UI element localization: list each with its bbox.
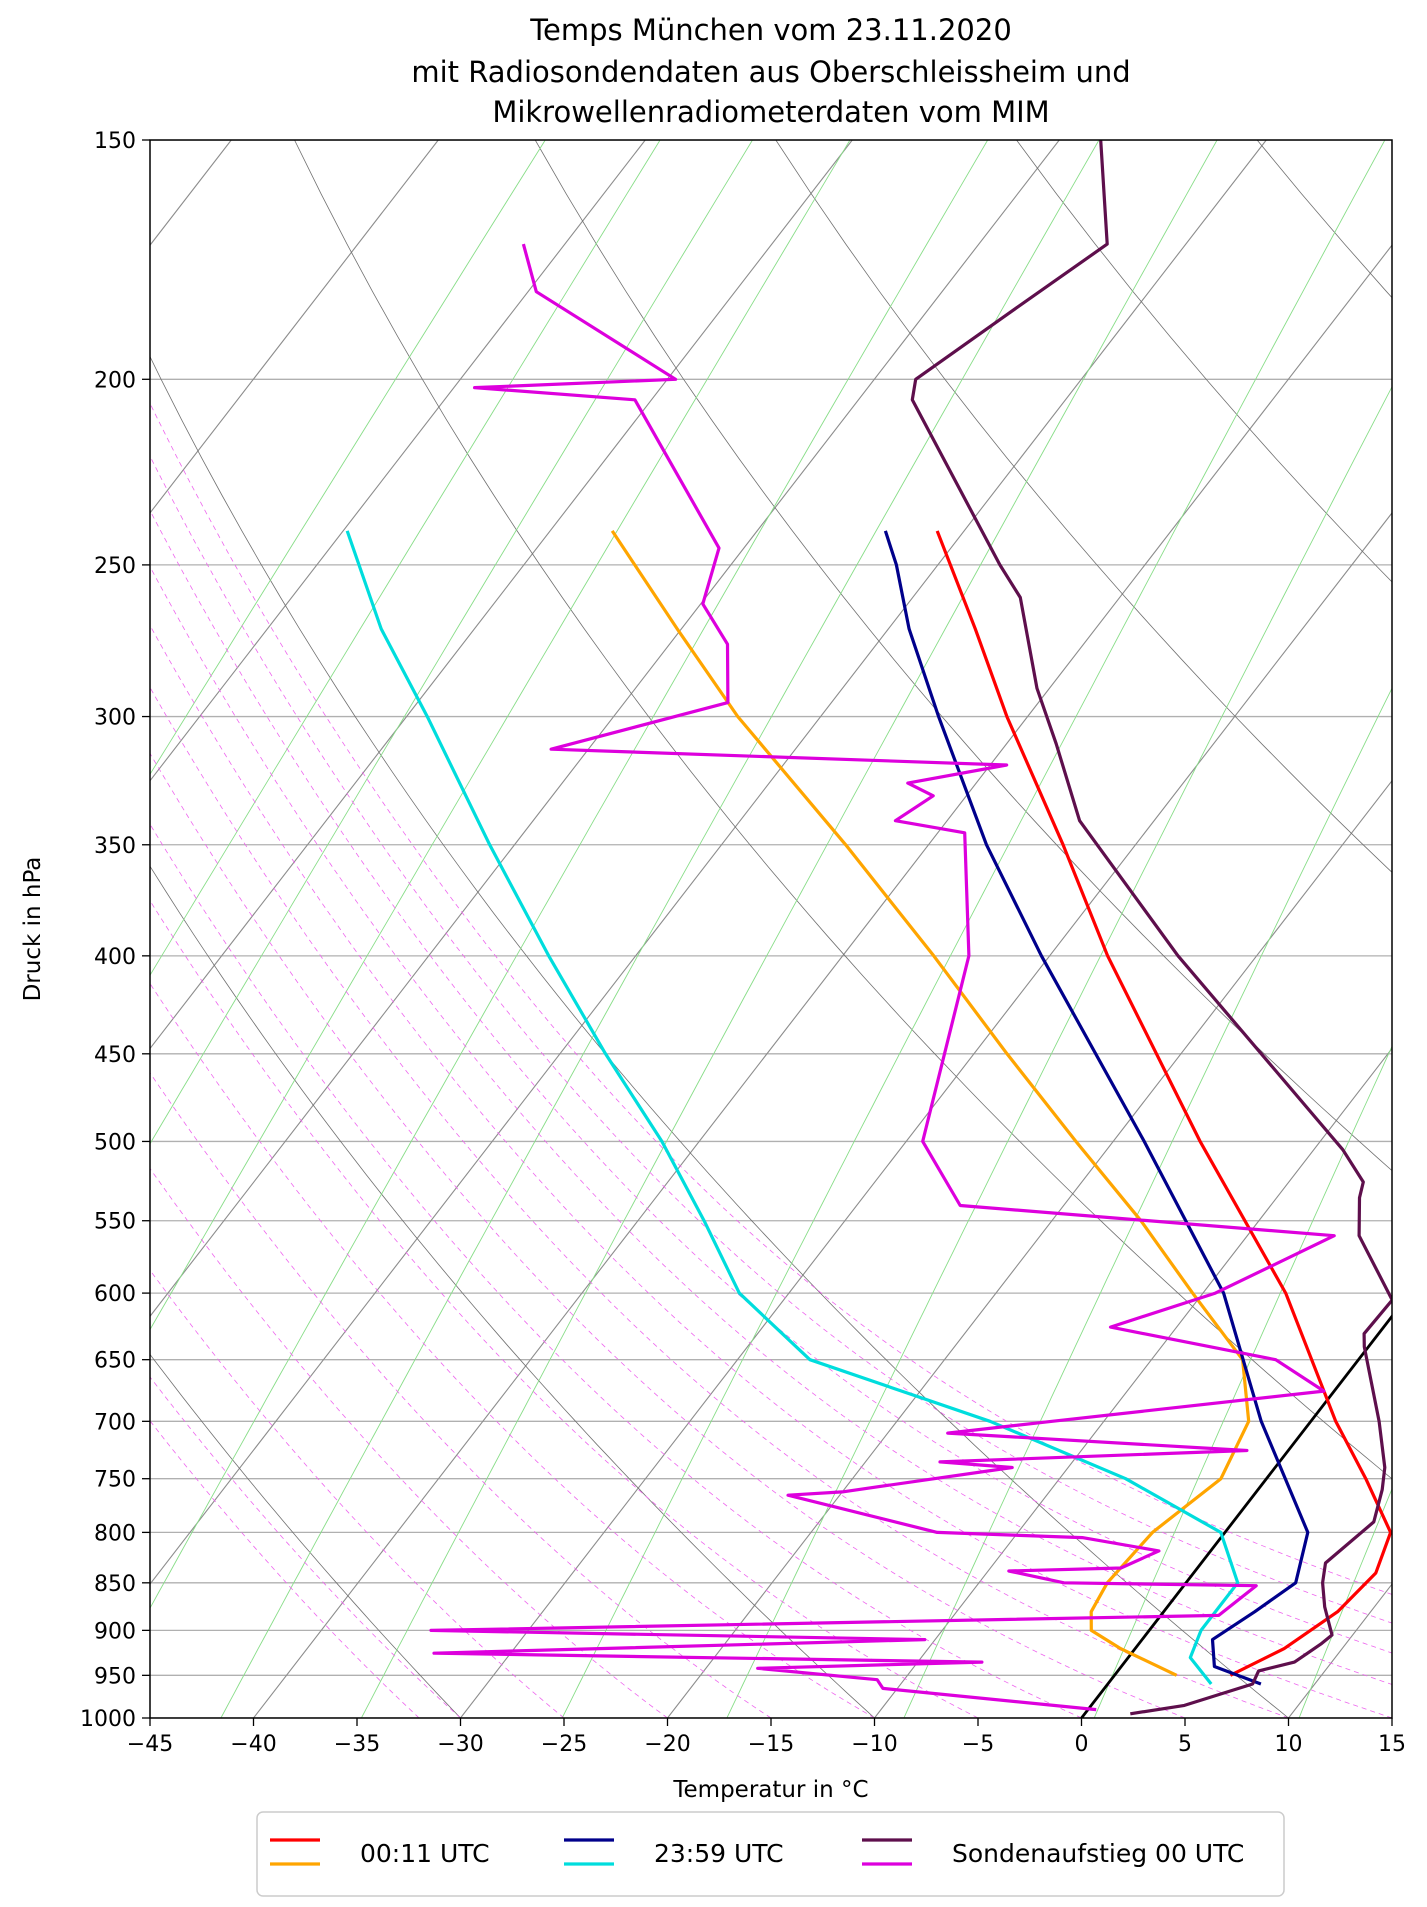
x-tick-label: −20 <box>644 1732 690 1757</box>
y-tick-label: 300 <box>94 706 136 731</box>
legend-entry-label: 23:59 UTC <box>654 1839 784 1868</box>
moist-adiabat-line <box>150 823 1082 1718</box>
y-tick-label: 650 <box>94 1349 136 1374</box>
y-tick-label: 900 <box>94 1619 136 1644</box>
y-tick-label: 450 <box>94 1043 136 1068</box>
dry-adiabat-line <box>150 865 875 1718</box>
data-series <box>345 140 1392 1716</box>
mixing-ratio-line <box>361 140 1218 1718</box>
y-tick-label: 1000 <box>80 1707 136 1732</box>
title-line-3: Mikrowellenradiometerdaten vom MIM <box>492 95 1049 129</box>
x-tick-label: −5 <box>962 1732 994 1757</box>
y-tick-label: 250 <box>94 554 136 579</box>
x-tick-label: −10 <box>851 1732 897 1757</box>
y-tick-label: 950 <box>94 1664 136 1689</box>
legend-entry-label: Sondenaufstieg 00 UTC <box>952 1839 1244 1868</box>
y-axis-ticks: 1000 950 900 850 800 750 700 650 600 550 500 450 400… <box>80 129 150 1732</box>
series-line-temperature <box>883 530 1310 1686</box>
y-tick-label: 550 <box>94 1210 136 1235</box>
isotherm-line <box>1288 1583 1392 1718</box>
legend-entry-label: 00:11 UTC <box>360 1839 490 1868</box>
moist-adiabat-line <box>150 455 1392 1624</box>
series-line-temperature <box>935 530 1392 1677</box>
x-axis-ticks: −45 −40 −35 −30 −25 −20 −15 −10 −5 0 5 10 15 <box>127 1718 1406 1757</box>
moist-adiabat-line <box>150 509 1392 1654</box>
moist-adiabat-line <box>150 402 1392 1595</box>
series-line-dewpoint <box>610 530 1251 1677</box>
x-axis-label: Temperatur in °C <box>672 1777 868 1803</box>
x-tick-label: −25 <box>541 1732 587 1757</box>
isotherm-line <box>150 140 646 782</box>
isotherm-line <box>460 512 1392 1718</box>
zero-degree-isotherm <box>1080 1314 1392 1718</box>
legend-frame <box>256 1811 1285 1897</box>
dry-adiabat-line <box>534 140 1392 1172</box>
series-line-dewpoint <box>429 243 1336 1712</box>
mixing-ratio-line <box>220 140 1100 1718</box>
y-axis-label: Druck in hPa <box>20 857 46 1002</box>
isotherm-line <box>150 140 1267 1586</box>
moist-adiabat-line <box>150 752 1186 1718</box>
isotherm-line <box>874 1047 1392 1718</box>
series-line-dewpoint <box>345 530 1240 1685</box>
y-tick-label: 700 <box>94 1410 136 1435</box>
x-tick-label: 0 <box>1075 1732 1089 1757</box>
moist-adiabat-line <box>150 686 1289 1718</box>
title-line-1: Temps München vom 23.11.2020 <box>529 13 1012 47</box>
mixing-ratio-line <box>1093 1045 1392 1718</box>
isotherm-line <box>150 140 439 514</box>
y-tick-label: 400 <box>94 945 136 970</box>
mixing-ratio-line <box>903 687 1392 1718</box>
x-tick-label: 5 <box>1178 1732 1192 1757</box>
isotherm-line <box>150 140 853 1050</box>
moist-adiabat-line <box>150 624 1392 1718</box>
plot-frame <box>149 139 1393 1719</box>
mixing-ratio-line <box>561 140 1386 1718</box>
y-tick-label: 350 <box>94 834 136 859</box>
y-tick-label: 200 <box>94 368 136 393</box>
x-tick-label: −40 <box>230 1732 276 1757</box>
x-tick-label: 10 <box>1275 1732 1303 1757</box>
background-lines <box>150 140 1392 1718</box>
x-tick-label: −35 <box>334 1732 380 1757</box>
legend-entries: 00:11 UTC 23:59 UTC Sondenaufstieg 00 UTC <box>270 1838 1244 1868</box>
y-tick-label: 800 <box>94 1521 136 1546</box>
moist-adiabat-line <box>150 565 1392 1685</box>
dry-adiabat-line <box>775 140 1392 873</box>
moist-adiabat-line <box>150 1269 565 1718</box>
mixing-ratio-line <box>150 140 753 1145</box>
y-tick-label: 150 <box>94 129 136 154</box>
y-tick-label: 850 <box>94 1572 136 1597</box>
x-tick-label: −15 <box>748 1732 794 1757</box>
isotherm-line <box>667 779 1392 1718</box>
mixing-ratio-line <box>150 140 661 977</box>
x-tick-label: 15 <box>1378 1732 1406 1757</box>
mixing-ratio-line <box>726 385 1392 1718</box>
mixing-ratio-line <box>1298 1487 1392 1718</box>
isotherm-line <box>253 244 1392 1718</box>
mixing-ratio-line <box>150 140 546 776</box>
y-tick-label: 600 <box>94 1282 136 1307</box>
legend: 00:11 UTC 23:59 UTC Sondenaufstieg 00 UTC <box>256 1811 1285 1897</box>
mixing-ratio-line <box>150 140 851 1331</box>
moist-adiabat-line <box>150 1072 772 1718</box>
moist-adiabat-line <box>150 900 979 1718</box>
title-line-2: mit Radiosondendaten aus Oberschleisshei… <box>411 55 1130 89</box>
x-tick-label: −45 <box>127 1732 173 1757</box>
dry-adiabat-line <box>150 355 1289 1718</box>
dry-adiabat-line <box>1256 140 1392 299</box>
dry-adiabat-line <box>150 1353 461 1718</box>
series-line-temperature <box>910 140 1392 1716</box>
mixing-ratio-line <box>150 140 989 1610</box>
moist-adiabat-line <box>150 1376 461 1718</box>
chart-title: Temps München vom 23.11.2020 mit Radioso… <box>411 13 1130 129</box>
isotherm-line <box>150 140 1060 1318</box>
dry-adiabat-line <box>294 140 1392 1480</box>
y-tick-label: 500 <box>94 1130 136 1155</box>
y-tick-label: 750 <box>94 1468 136 1493</box>
x-tick-label: −30 <box>437 1732 483 1757</box>
